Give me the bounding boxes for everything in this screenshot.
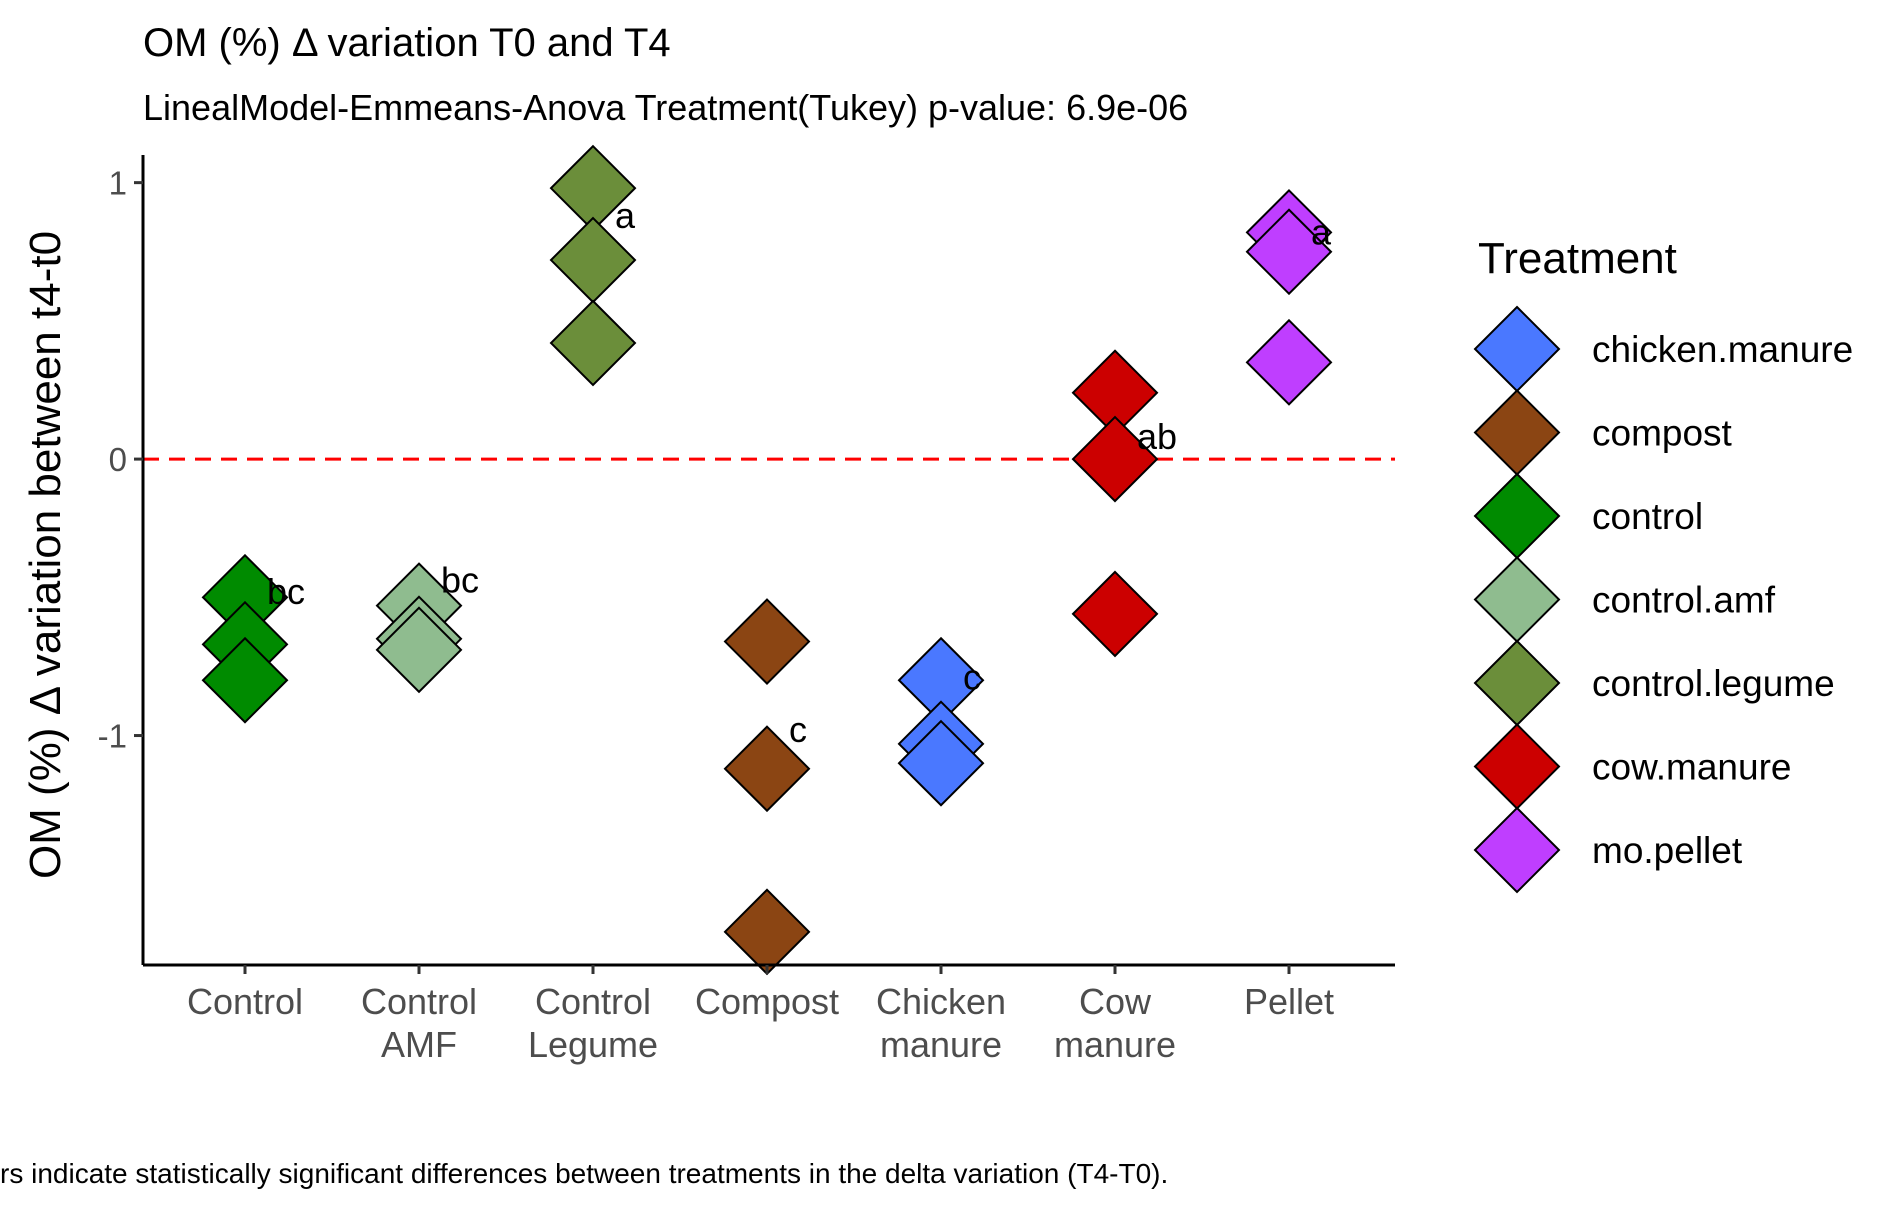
x-tick-label: AMF — [381, 1024, 457, 1065]
legend-key-control — [1473, 472, 1561, 560]
legend-key-mo.pellet — [1473, 806, 1561, 894]
data-point-mo.pellet — [1245, 318, 1333, 406]
legend-key-control.amf — [1473, 556, 1561, 643]
x-tick-label: Control — [535, 981, 651, 1022]
legend-label-control.legume: control.legume — [1592, 663, 1835, 704]
data-point-cow.manure — [1071, 570, 1159, 658]
significance-letter-compost: c — [789, 709, 807, 750]
significance-letter-control: bc — [267, 571, 305, 612]
legend-title: Treatment — [1478, 234, 1677, 283]
legend-label-control: control — [1592, 496, 1703, 537]
legend-key-control.legume — [1473, 639, 1561, 727]
y-tick-label: 1 — [109, 165, 127, 202]
chart-subtitle: LinealModel-Emmeans-Anova Treatment(Tuke… — [143, 87, 1188, 128]
significance-letter-mo.pellet: a — [1311, 211, 1332, 252]
x-tick-label: Control — [187, 981, 303, 1022]
chart-title: OM (%) Δ variation T0 and T4 — [143, 21, 671, 65]
significance-letter-chicken.manure: c — [963, 656, 981, 697]
x-tick-label: manure — [880, 1024, 1002, 1065]
x-tick-label: Pellet — [1244, 981, 1334, 1022]
x-tick-label: manure — [1054, 1024, 1176, 1065]
data-point-control.amf — [375, 606, 463, 694]
data-point-compost — [723, 888, 811, 976]
data-point-compost — [723, 725, 811, 813]
legend-label-mo.pellet: mo.pellet — [1592, 830, 1743, 871]
data-point-compost — [723, 598, 811, 685]
legend-label-cow.manure: cow.manure — [1592, 747, 1792, 788]
legend-label-compost: compost — [1592, 413, 1733, 454]
data-point-control — [201, 636, 289, 724]
significance-letter-control.amf: bc — [441, 560, 479, 601]
y-axis-label: OM (%) Δ variation between t4-t0 — [21, 231, 70, 879]
data-point-chicken.manure — [897, 719, 985, 807]
legend-label-chicken.manure: chicken.manure — [1592, 329, 1853, 370]
legend-key-chicken.manure — [1473, 305, 1561, 393]
legend-key-cow.manure — [1473, 723, 1561, 810]
chart-caption: rs indicate statistically significant di… — [0, 1158, 1168, 1189]
x-tick-label: Cow — [1079, 981, 1152, 1022]
x-tick-label: Compost — [695, 981, 839, 1022]
legend-key-compost — [1473, 389, 1561, 476]
data-point-cow.manure — [1071, 415, 1159, 503]
y-tick-label: 0 — [109, 441, 127, 478]
significance-letter-cow.manure: ab — [1137, 416, 1177, 457]
x-tick-label: Control — [361, 981, 477, 1022]
x-tick-label: Chicken — [876, 981, 1006, 1022]
legend-label-control.amf: control.amf — [1592, 580, 1776, 621]
x-tick-label: Legume — [528, 1024, 658, 1065]
data-point-mo.pellet — [1245, 208, 1333, 296]
significance-letter-control.legume: a — [615, 195, 636, 236]
data-point-control.legume — [549, 299, 637, 387]
y-tick-label: -1 — [98, 718, 127, 755]
legend: chicken.manure compost control control.amf c… — [1473, 305, 1853, 894]
